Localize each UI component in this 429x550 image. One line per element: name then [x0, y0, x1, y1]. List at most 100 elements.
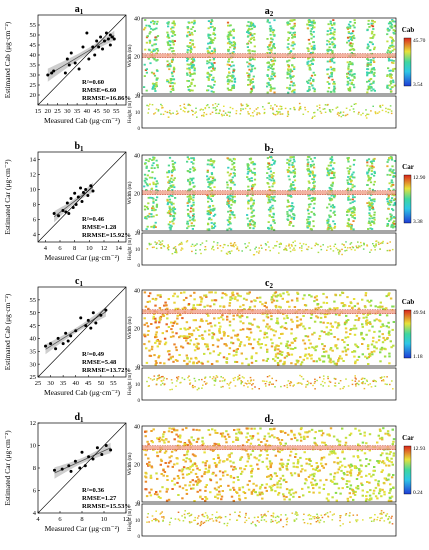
- canopy-pixel: [230, 181, 233, 184]
- profile-pixel: [229, 111, 231, 114]
- canopy-pixel: [312, 182, 315, 184]
- canopy-pixel: [309, 32, 313, 35]
- canopy-pixel: [226, 203, 229, 205]
- profile-pixel: [214, 379, 217, 381]
- canopy-pixel: [293, 24, 296, 27]
- canopy-pixel: [155, 52, 158, 55]
- profile-pixel: [258, 247, 260, 249]
- y-tick-label: 25: [30, 82, 37, 89]
- profile-pixel: [335, 107, 338, 109]
- canopy-pixel: [392, 184, 395, 186]
- canopy-pixel: [306, 23, 309, 26]
- canopy-pixel: [235, 351, 238, 354]
- canopy-pixel: [357, 317, 361, 320]
- canopy-pixel: [173, 301, 176, 304]
- canopy-pixel: [145, 495, 149, 498]
- canopy-pixel: [258, 444, 261, 446]
- canopy-pixel: [150, 430, 153, 432]
- profile-pixel: [339, 111, 342, 113]
- profile-pixel: [217, 112, 220, 115]
- canopy-pixel: [206, 50, 210, 52]
- canopy-pixel: [389, 88, 392, 91]
- profile-pixel: [220, 250, 223, 252]
- canopy-pixel: [370, 68, 373, 71]
- canopy-pixel: [189, 39, 192, 41]
- profile-pixel: [320, 112, 323, 114]
- profile-pixel: [286, 249, 288, 251]
- canopy-pixel: [290, 299, 294, 302]
- canopy-pixel: [218, 328, 221, 330]
- canopy-pixel: [341, 487, 344, 490]
- canopy-pixel: [212, 76, 215, 79]
- canopy-pixel: [390, 158, 394, 161]
- canopy-pixel: [388, 199, 392, 202]
- profile-pixel: [299, 242, 301, 245]
- canopy-pixel: [210, 86, 213, 89]
- canopy-pixel: [154, 363, 157, 366]
- canopy-pixel: [393, 225, 397, 228]
- canopy-pixel: [391, 428, 394, 431]
- profile-pixel: [151, 104, 154, 106]
- canopy-pixel: [285, 314, 289, 317]
- profile-pixel: [352, 108, 355, 110]
- profile-pixel: [218, 112, 220, 114]
- canopy-pixel: [168, 62, 171, 65]
- canopy-pixel: [168, 187, 171, 189]
- profile-pixel: [392, 388, 394, 390]
- canopy-pixel: [147, 196, 150, 199]
- canopy-pixel: [190, 224, 193, 227]
- canopy-pixel: [360, 331, 363, 334]
- profile-pixel: [201, 378, 203, 381]
- canopy-pixel: [343, 346, 347, 349]
- canopy-pixel: [160, 473, 163, 475]
- canopy-pixel: [302, 325, 305, 328]
- canopy-pixel: [207, 186, 210, 188]
- canopy-pixel: [271, 185, 274, 188]
- canopy-pixel: [350, 69, 353, 71]
- canopy-pixel: [281, 332, 284, 335]
- canopy-pixel: [301, 487, 304, 490]
- canopy-pixel: [169, 215, 172, 217]
- canopy-pixel: [334, 307, 337, 310]
- canopy-pixel: [392, 188, 395, 191]
- canopy-pixel: [247, 76, 250, 78]
- canopy-pixel: [312, 212, 316, 215]
- colorbar-title: Cab: [402, 298, 415, 306]
- canopy-pixel: [265, 306, 268, 309]
- canopy-pixel: [192, 304, 195, 307]
- profile-pixel: [329, 111, 332, 113]
- canopy-pixel: [266, 172, 269, 174]
- panel-label: b2: [264, 143, 274, 155]
- canopy-pixel: [327, 433, 331, 436]
- canopy-pixel: [276, 481, 279, 484]
- canopy-pixel: [373, 350, 376, 353]
- canopy-pixel: [225, 344, 228, 347]
- canopy-pixel: [272, 45, 275, 48]
- profile-pixel: [147, 112, 149, 114]
- canopy-pixel: [176, 322, 179, 325]
- canopy-pixel: [190, 21, 193, 24]
- canopy-pixel: [188, 342, 191, 345]
- profile-pixel: [381, 109, 384, 112]
- canopy-pixel: [212, 166, 215, 169]
- canopy-pixel: [270, 428, 273, 431]
- profile-pixel: [236, 246, 239, 248]
- canopy-pixel: [363, 431, 366, 434]
- canopy-pixel: [252, 227, 255, 230]
- canopy-pixel: [200, 300, 203, 303]
- canopy-pixel: [264, 443, 267, 446]
- canopy-pixel: [232, 41, 236, 43]
- canopy-pixel: [232, 37, 235, 39]
- canopy-pixel: [370, 78, 373, 80]
- canopy-pixel: [163, 337, 167, 340]
- canopy-pixel: [153, 209, 156, 212]
- canopy-pixel: [168, 210, 171, 212]
- canopy-pixel: [226, 186, 229, 189]
- canopy-pixel: [342, 472, 346, 474]
- data-point: [53, 468, 56, 472]
- profile-pixel: [366, 113, 368, 115]
- profile-pixel: [346, 247, 349, 249]
- canopy-pixel: [148, 176, 152, 179]
- canopy-pixel: [197, 342, 200, 345]
- profile-pixel: [373, 245, 375, 247]
